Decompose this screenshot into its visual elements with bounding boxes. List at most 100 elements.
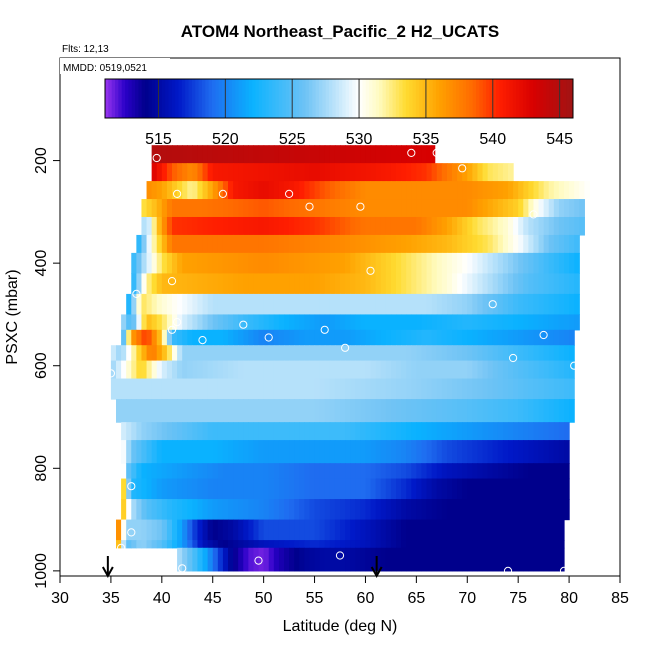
heatmap-cell bbox=[390, 519, 397, 541]
heatmap-cell bbox=[233, 519, 239, 541]
heatmap-cell bbox=[233, 499, 239, 521]
heatmap-cell bbox=[482, 234, 489, 254]
heatmap-cell bbox=[329, 463, 336, 480]
colorbar-segment bbox=[265, 79, 270, 118]
heatmap-cell bbox=[401, 378, 407, 400]
heatmap-cell bbox=[289, 399, 295, 423]
heatmap-cell bbox=[355, 329, 361, 346]
heatmap-cell bbox=[396, 329, 402, 346]
heatmap-cell bbox=[172, 463, 178, 480]
heatmap-cell bbox=[273, 314, 280, 331]
heatmap-cell bbox=[477, 329, 484, 346]
colorbar-segment bbox=[232, 79, 236, 118]
heatmap-cell bbox=[324, 163, 331, 182]
heatmap-cell bbox=[441, 199, 448, 218]
heatmap-cell bbox=[212, 399, 219, 423]
heatmap-cell bbox=[156, 293, 163, 316]
heatmap-cell bbox=[558, 273, 565, 295]
heatmap-cell bbox=[324, 181, 331, 200]
heatmap-cell bbox=[116, 360, 122, 380]
colorbar-segment bbox=[238, 79, 243, 118]
heatmap-cell bbox=[268, 234, 275, 254]
colorbar-segment bbox=[155, 79, 159, 118]
heatmap-cell bbox=[538, 399, 545, 423]
heatmap-cell bbox=[156, 314, 163, 331]
heatmap-cell bbox=[116, 540, 122, 549]
heatmap-cell bbox=[523, 234, 529, 254]
heatmap-cell bbox=[248, 440, 255, 464]
heatmap-cell bbox=[375, 163, 382, 182]
heatmap-cell bbox=[360, 181, 367, 200]
heatmap-cell bbox=[345, 499, 351, 521]
heatmap-cell bbox=[558, 181, 565, 200]
heatmap-cell bbox=[380, 163, 387, 182]
heatmap-cell bbox=[350, 273, 356, 295]
heatmap-cell bbox=[273, 273, 280, 295]
heatmap-cell bbox=[166, 422, 173, 441]
measurement-marker bbox=[508, 353, 518, 363]
heatmap-cell bbox=[243, 540, 249, 549]
heatmap-cell bbox=[207, 547, 214, 572]
heatmap-cell bbox=[360, 519, 367, 541]
heatmap-cell bbox=[248, 463, 255, 480]
heatmap-cell bbox=[217, 440, 224, 464]
colorbar-segment bbox=[456, 79, 460, 118]
heatmap-cell bbox=[452, 345, 458, 362]
colorbar-segment bbox=[248, 79, 253, 118]
colorbar-segment bbox=[499, 79, 504, 118]
heatmap-cell bbox=[121, 399, 127, 423]
heatmap-cell bbox=[497, 478, 504, 500]
heatmap-cell bbox=[370, 199, 377, 218]
heatmap-cell bbox=[365, 499, 372, 521]
heatmap-cell bbox=[385, 216, 392, 236]
heatmap-cell bbox=[278, 234, 285, 254]
heatmap-cell bbox=[441, 345, 448, 362]
heatmap-cell bbox=[548, 252, 555, 274]
heatmap-cell bbox=[446, 199, 453, 218]
heatmap-cell bbox=[258, 314, 265, 331]
heatmap-cell bbox=[431, 234, 438, 254]
colorbar-segment bbox=[452, 79, 457, 118]
heatmap-cell bbox=[172, 216, 178, 236]
heatmap-cell bbox=[355, 314, 361, 331]
heatmap-cell bbox=[564, 345, 570, 362]
heatmap-cell bbox=[238, 163, 244, 182]
heatmap-cell bbox=[166, 145, 173, 164]
heatmap-cell bbox=[263, 478, 270, 500]
heatmap-cell bbox=[202, 378, 209, 400]
heatmap-cell bbox=[452, 273, 458, 295]
heatmap-cell bbox=[426, 499, 433, 521]
heatmap-cell bbox=[558, 199, 565, 218]
heatmap-cell bbox=[212, 547, 219, 572]
heatmap-cell bbox=[528, 540, 535, 549]
heatmap-cell bbox=[406, 478, 412, 500]
heatmap-cell bbox=[263, 163, 270, 182]
heatmap-cell bbox=[324, 199, 331, 218]
heatmap-cell bbox=[258, 163, 265, 182]
heatmap-cell bbox=[207, 252, 214, 274]
heatmap-cell bbox=[543, 463, 550, 480]
heatmap-cell bbox=[467, 463, 473, 480]
heatmap-cell bbox=[319, 345, 326, 362]
heatmap-cell bbox=[294, 519, 300, 541]
heatmap-cell bbox=[146, 252, 153, 274]
heatmap-cell bbox=[299, 422, 305, 441]
heatmap-cell bbox=[401, 252, 407, 274]
heatmap-cell bbox=[166, 199, 173, 218]
heatmap-cell bbox=[212, 360, 219, 380]
heatmap-cell bbox=[192, 547, 199, 572]
heatmap-cell bbox=[472, 540, 479, 549]
heatmap-cell bbox=[146, 293, 153, 316]
heatmap-cell bbox=[564, 499, 570, 521]
heatmap-cell bbox=[324, 519, 331, 541]
heatmap-cell bbox=[182, 199, 188, 218]
heatmap-cell bbox=[197, 234, 204, 254]
heatmap-cell bbox=[569, 199, 575, 218]
heatmap-cell bbox=[431, 329, 438, 346]
heatmap-cell bbox=[197, 378, 204, 400]
heatmap-cell bbox=[482, 547, 489, 572]
heatmap-cell bbox=[431, 314, 438, 331]
heatmap-cell bbox=[141, 345, 148, 362]
heatmap-cell bbox=[508, 252, 514, 274]
heatmap-cell bbox=[416, 216, 423, 236]
